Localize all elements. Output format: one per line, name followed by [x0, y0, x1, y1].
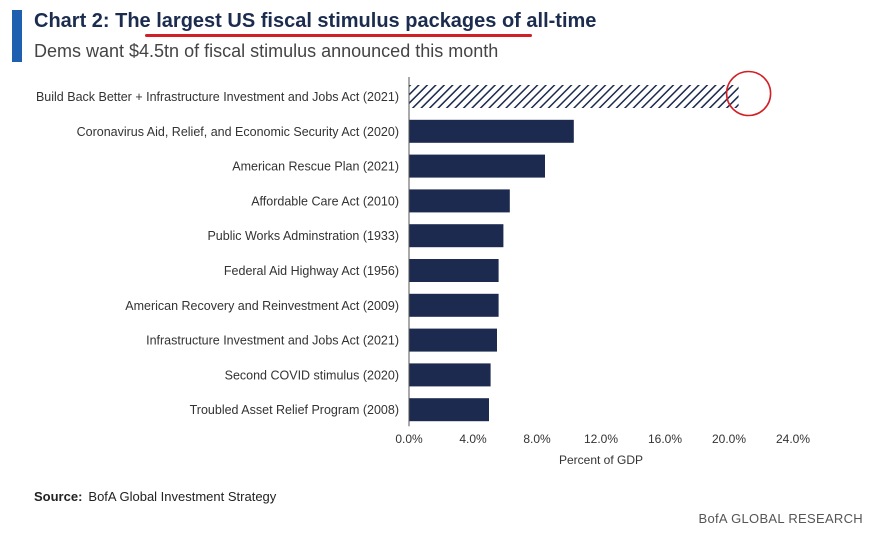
x-tick-label: 16.0% [648, 432, 682, 446]
category-label: Public Works Adminstration (1933) [207, 229, 399, 243]
category-label: Affordable Care Act (2010) [251, 194, 399, 208]
category-label: American Rescue Plan (2021) [232, 160, 399, 174]
x-tick-label: 8.0% [523, 432, 551, 446]
category-label: Build Back Better + Infrastructure Inves… [36, 90, 399, 104]
category-label: Second COVID stimulus (2020) [225, 368, 399, 382]
bar-chart: Build Back Better + Infrastructure Inves… [36, 70, 810, 467]
x-tick-label: 12.0% [584, 432, 618, 446]
bar [409, 224, 504, 248]
title-accent-bar [12, 10, 22, 62]
title-underline [145, 34, 532, 37]
annotation-circle [725, 70, 772, 117]
bars-layer [409, 70, 772, 422]
x-tick-label: 0.0% [395, 432, 423, 446]
bar [409, 119, 574, 143]
bar [409, 259, 499, 282]
x-tick-label: 24.0% [776, 432, 810, 446]
bar [409, 328, 497, 352]
source-label: Source: [34, 489, 83, 504]
category-label: American Recovery and Reinvestment Act (… [125, 299, 399, 313]
bar [409, 293, 499, 317]
x-tick-label: 20.0% [712, 432, 746, 446]
x-axis: 0.0% 4.0% 8.0% 12.0% 16.0% 20.0% 24.0% Percent … [395, 77, 810, 467]
bar-hatched [409, 85, 739, 108]
chart-subtitle: Dems want $4.5tn of fiscal stimulus anno… [34, 41, 499, 61]
category-label: Coronavirus Aid, Relief, and Economic Se… [77, 125, 399, 139]
chart-title: Chart 2: The largest US fiscal stimulus … [34, 10, 596, 33]
bar [409, 398, 489, 422]
source-text: BofA Global Investment Strategy [88, 489, 277, 504]
title-highlight: largest US fiscal stimulus packages of a… [156, 10, 597, 32]
category-label: Troubled Asset Relief Program (2008) [190, 403, 399, 417]
x-axis-title: Percent of GDP [559, 453, 643, 467]
category-labels: Build Back Better + Infrastructure Inves… [36, 90, 399, 417]
title-prefix: Chart 2: The [34, 10, 157, 32]
source-line: Source: BofA Global Investment Strategy [34, 489, 276, 504]
footer-brand: BofA GLOBAL RESEARCH [698, 511, 863, 526]
category-label: Federal Aid Highway Act (1956) [224, 264, 399, 278]
bar [409, 154, 545, 178]
x-tick-label: 4.0% [459, 432, 487, 446]
bar [409, 189, 510, 213]
bar [409, 363, 491, 387]
category-label: Infrastructure Investment and Jobs Act (… [146, 334, 399, 348]
